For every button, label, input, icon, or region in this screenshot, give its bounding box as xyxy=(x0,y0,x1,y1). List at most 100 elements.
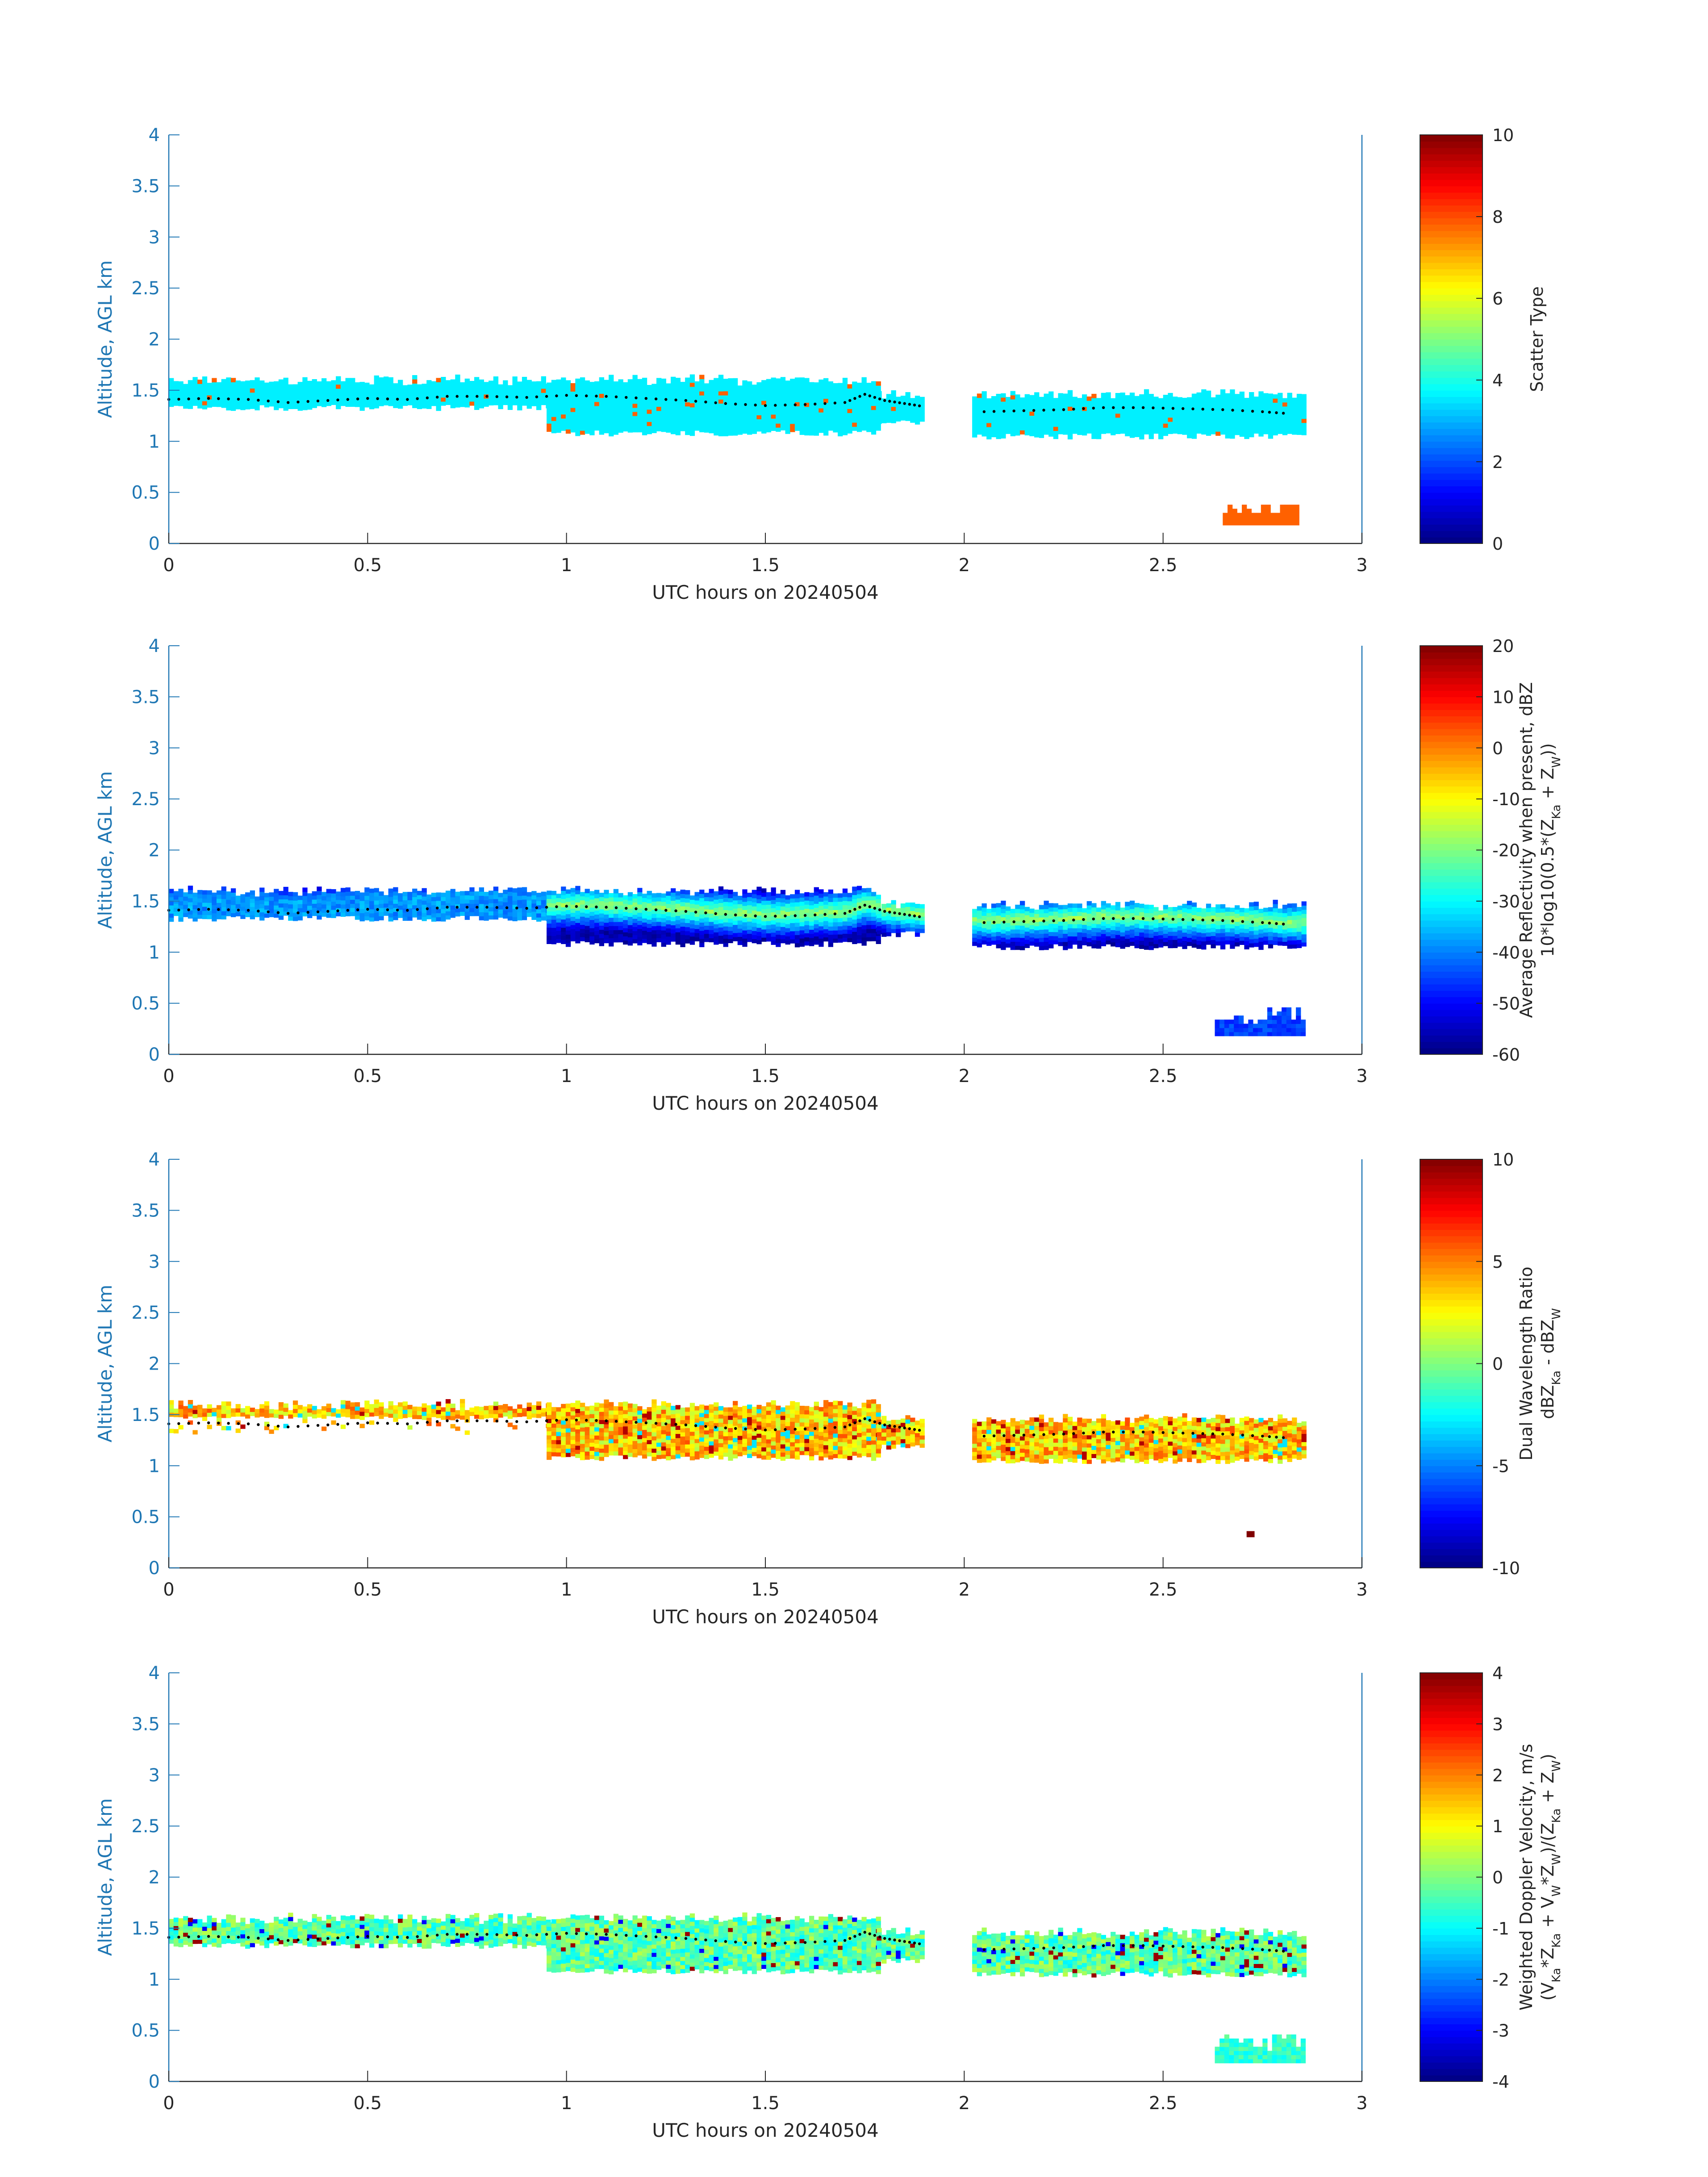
heat-cell xyxy=(278,911,284,916)
heat-cell xyxy=(1006,919,1011,923)
heat-cell xyxy=(761,413,767,418)
heat-cell xyxy=(871,401,877,406)
heat-cell xyxy=(1010,423,1015,428)
heat-cell xyxy=(780,381,786,386)
heat-cell xyxy=(1125,918,1130,923)
heat-cell xyxy=(1296,931,1302,936)
colorbar-segment xyxy=(1420,422,1482,429)
heat-cell xyxy=(1015,904,1020,909)
heat-cell xyxy=(861,929,867,934)
trace-dot xyxy=(287,912,290,915)
heat-cell xyxy=(417,903,422,908)
heat-cell xyxy=(1006,931,1011,936)
heat-cell xyxy=(838,395,843,400)
heat-cell xyxy=(799,381,805,386)
heat-cell xyxy=(977,910,982,915)
heat-cell xyxy=(1053,928,1059,932)
heat-cell xyxy=(460,903,465,908)
heat-cell xyxy=(866,395,872,400)
heat-cell xyxy=(709,893,714,898)
heat-cell xyxy=(269,908,274,913)
heat-cell xyxy=(618,921,623,926)
heat-cell xyxy=(1129,421,1135,426)
trace-dot xyxy=(237,397,240,401)
heat-cell xyxy=(1182,397,1187,402)
heat-cell xyxy=(809,390,814,395)
heat-cell xyxy=(274,897,279,902)
heat-cell xyxy=(278,903,284,908)
heat-cell xyxy=(1091,410,1097,415)
heat-cell xyxy=(1263,401,1269,406)
heat-cell xyxy=(1278,929,1283,934)
heat-cell xyxy=(799,393,805,398)
heat-cell xyxy=(1010,419,1015,424)
heat-cell xyxy=(656,921,662,926)
heat-cell xyxy=(1015,415,1020,419)
heat-cell xyxy=(1244,924,1249,929)
heat-cell xyxy=(1289,513,1295,518)
heat-cell xyxy=(551,421,557,425)
heat-cell xyxy=(1010,432,1015,436)
heat-cell xyxy=(647,919,652,924)
heat-cell xyxy=(274,389,279,394)
heat-cell xyxy=(910,927,915,932)
heat-cell xyxy=(1006,425,1011,430)
heat-cell xyxy=(489,903,494,907)
heat-cell xyxy=(178,393,184,398)
heat-cell xyxy=(436,398,441,403)
heat-cell xyxy=(469,393,475,398)
heat-cell xyxy=(1115,409,1121,414)
heat-cell xyxy=(823,423,829,428)
heat-cell xyxy=(647,405,652,410)
heat-cell xyxy=(226,891,231,896)
heat-cell xyxy=(178,905,184,910)
heat-cell xyxy=(1006,397,1011,401)
heat-cell xyxy=(547,915,552,920)
trace-dot xyxy=(595,905,598,909)
heat-cell xyxy=(699,926,705,931)
heat-cell xyxy=(589,382,595,386)
heat-cell xyxy=(709,396,714,401)
heat-cell xyxy=(609,391,614,396)
heat-cell xyxy=(877,399,882,404)
heat-cell xyxy=(359,382,365,386)
heat-cell xyxy=(856,890,862,894)
heat-cell xyxy=(398,913,403,918)
heat-cell xyxy=(1029,415,1035,420)
heat-cell xyxy=(355,903,360,908)
heat-cell xyxy=(728,427,733,432)
heat-cell xyxy=(1258,403,1264,408)
heat-cell xyxy=(517,381,522,386)
trace-dot xyxy=(495,906,499,909)
heat-cell xyxy=(604,931,609,935)
heat-cell xyxy=(728,394,733,399)
heat-cell xyxy=(202,380,208,385)
heat-cell xyxy=(756,402,762,407)
heat-cell xyxy=(355,895,360,899)
heat-cell xyxy=(379,393,384,398)
heat-cell xyxy=(1024,431,1030,435)
heat-cell xyxy=(551,384,557,389)
heat-cell xyxy=(1086,942,1092,947)
heat-cell xyxy=(799,893,805,898)
heat-cell xyxy=(589,907,595,912)
heat-cell xyxy=(718,395,724,400)
trace-dot xyxy=(1112,917,1115,920)
heat-cell xyxy=(1168,911,1173,915)
heat-cell xyxy=(776,938,781,943)
heat-cell xyxy=(776,898,781,902)
trace-dot xyxy=(525,907,528,910)
heat-cell xyxy=(723,942,728,947)
heat-cell xyxy=(689,395,695,399)
trace-dot xyxy=(535,395,539,398)
heat-cell xyxy=(1029,933,1035,938)
heat-cell xyxy=(618,412,623,417)
heat-cell xyxy=(852,936,857,940)
heat-cell xyxy=(1287,429,1292,434)
heat-cell xyxy=(637,937,643,941)
heat-cell xyxy=(1077,919,1082,924)
heat-cell xyxy=(570,912,576,917)
trace-dot xyxy=(1052,919,1055,923)
heat-cell xyxy=(359,913,365,917)
heat-cell xyxy=(585,417,590,422)
